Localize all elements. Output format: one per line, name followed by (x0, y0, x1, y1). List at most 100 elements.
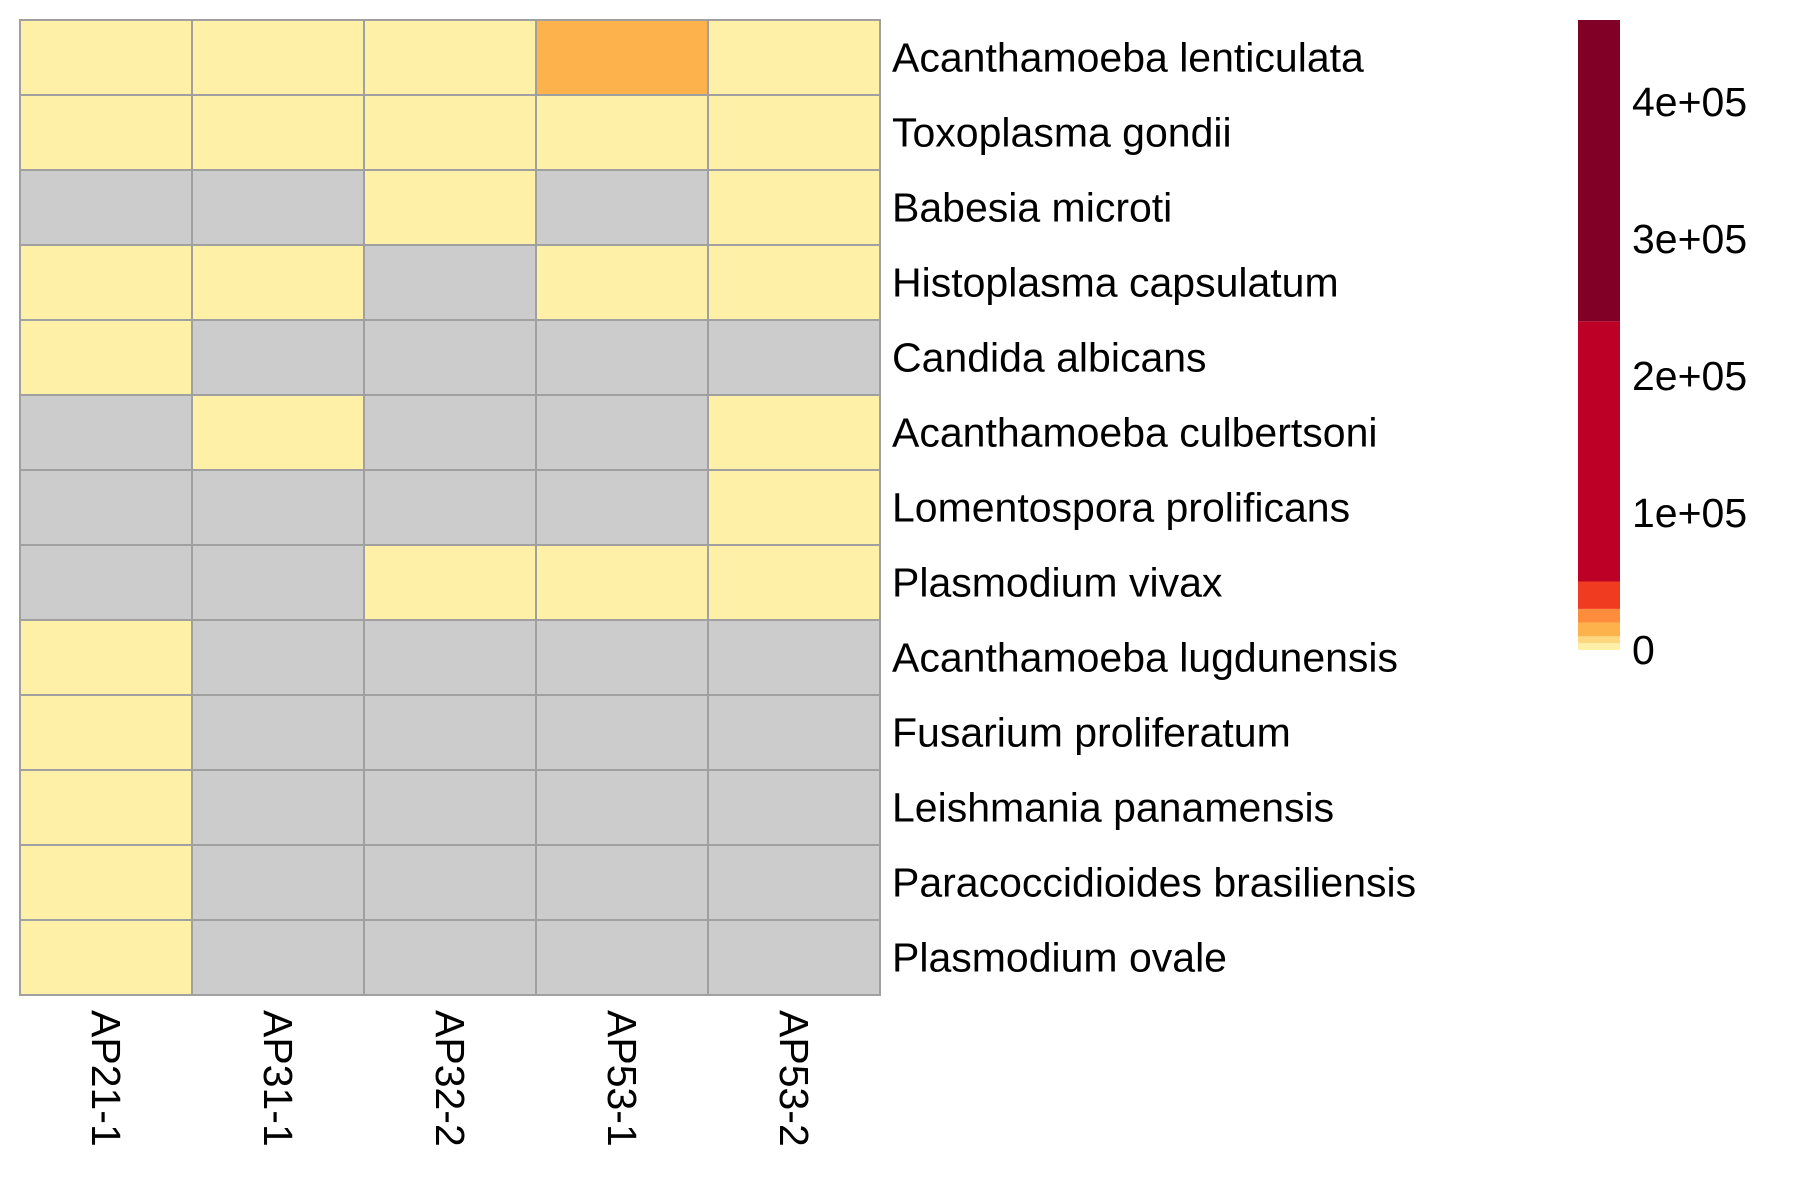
heatmap-cell (363, 694, 537, 771)
heatmap-cell (707, 94, 881, 171)
heatmap-cell (19, 244, 193, 321)
legend-tick-label: 1e+05 (1632, 490, 1747, 536)
heatmap-cell (535, 94, 709, 171)
heatmap-cell (191, 919, 365, 996)
heatmap-cell (535, 844, 709, 921)
heatmap-cell (19, 694, 193, 771)
heatmap-cell (363, 19, 537, 96)
legend-color-step (1578, 622, 1620, 637)
heatmap-cell (363, 469, 537, 546)
row-label: Plasmodium vivax (892, 560, 1223, 606)
heatmap-cells (19, 19, 881, 996)
heatmap-cell (535, 394, 709, 471)
heatmap-cell (19, 19, 193, 96)
heatmap-cell (363, 844, 537, 921)
row-labels: Acanthamoeba lenticulata Toxoplasma gondi… (892, 35, 1416, 981)
heatmap-cell (535, 19, 709, 96)
row-label: Candida albicans (892, 335, 1207, 381)
legend-color-step (1578, 20, 1620, 322)
heatmap-cell (191, 394, 365, 471)
column-label: AP53-2 (771, 1010, 817, 1147)
row-label: Acanthamoeba lenticulata (892, 35, 1364, 81)
column-label: AP31-1 (255, 1010, 301, 1147)
heatmap-cell (535, 169, 709, 246)
heatmap-cell (707, 244, 881, 321)
heatmap-cell (191, 544, 365, 621)
heatmap-cell (19, 919, 193, 996)
heatmap-cell (363, 619, 537, 696)
heatmap-cell (363, 244, 537, 321)
heatmap-cell (191, 769, 365, 846)
heatmap-cell (707, 919, 881, 996)
heatmap-cell (707, 544, 881, 621)
heatmap-cell (535, 619, 709, 696)
heatmap-cell (19, 844, 193, 921)
legend-tick-label: 0 (1632, 627, 1655, 673)
heatmap-cell (363, 544, 537, 621)
heatmap-cell (363, 169, 537, 246)
column-label: AP21-1 (83, 1010, 129, 1147)
legend-color-step (1578, 581, 1620, 609)
legend-color-step (1578, 608, 1620, 623)
heatmap-cell (535, 694, 709, 771)
heatmap-cell (535, 769, 709, 846)
row-label: Toxoplasma gondii (892, 110, 1232, 156)
heatmap-cell (363, 319, 537, 396)
legend-color-step (1578, 636, 1620, 644)
heatmap-cell (19, 544, 193, 621)
heatmap-cell (707, 469, 881, 546)
heatmap-cell (191, 244, 365, 321)
row-label: Babesia microti (892, 185, 1172, 231)
column-labels: AP21-1 AP31-1 AP32-2 AP53-1 AP53-2 (83, 1010, 817, 1147)
row-label: Histoplasma capsulatum (892, 260, 1339, 306)
heatmap-cell (191, 169, 365, 246)
heatmap-cell (707, 394, 881, 471)
heatmap-cell (19, 469, 193, 546)
heatmap-cell (191, 469, 365, 546)
legend-tick-label: 4e+05 (1632, 79, 1747, 125)
heatmap-cell (19, 94, 193, 171)
heatmap-cell (363, 919, 537, 996)
legend-color-step (1578, 321, 1620, 582)
color-legend: 0 1e+05 2e+05 3e+05 4e+05 (1578, 20, 1747, 673)
heatmap-cell (19, 619, 193, 696)
heatmap-cell (363, 394, 537, 471)
heatmap-cell (19, 319, 193, 396)
heatmap-cell (191, 619, 365, 696)
heatmap-border (19, 19, 881, 996)
heatmap-cell (191, 19, 365, 96)
heatmap-cell (707, 769, 881, 846)
heatmap-cell (535, 319, 709, 396)
row-label: Fusarium proliferatum (892, 710, 1291, 756)
legend-tick-label: 3e+05 (1632, 216, 1747, 262)
row-label: Acanthamoeba lugdunensis (892, 635, 1398, 681)
heatmap-cell (19, 769, 193, 846)
column-label: AP53-1 (599, 1010, 645, 1147)
heatmap-cell (707, 19, 881, 96)
legend-color-step (1578, 643, 1620, 650)
heatmap-cell (19, 394, 193, 471)
heatmap-cell (19, 169, 193, 246)
heatmap-cell (363, 94, 537, 171)
row-label: Acanthamoeba culbertsoni (892, 410, 1377, 456)
heatmap-cell (191, 844, 365, 921)
heatmap-cell (191, 94, 365, 171)
heatmap-cell (535, 244, 709, 321)
heatmap-cell (363, 769, 537, 846)
heatmap-cell (535, 469, 709, 546)
row-label: Paracoccidioides brasiliensis (892, 860, 1416, 906)
heatmap-cell (707, 619, 881, 696)
row-label: Plasmodium ovale (892, 935, 1227, 981)
heatmap-cell (535, 919, 709, 996)
heatmap-cell (535, 544, 709, 621)
heatmap-cell (707, 169, 881, 246)
legend-tick-label: 2e+05 (1632, 353, 1747, 399)
heatmap-cell (707, 319, 881, 396)
row-label: Lomentospora prolificans (892, 485, 1350, 531)
heatmap-cell (707, 694, 881, 771)
column-label: AP32-2 (427, 1010, 473, 1147)
heatmap-cell (191, 319, 365, 396)
heatmap-cell (191, 694, 365, 771)
row-label: Leishmania panamensis (892, 785, 1334, 831)
